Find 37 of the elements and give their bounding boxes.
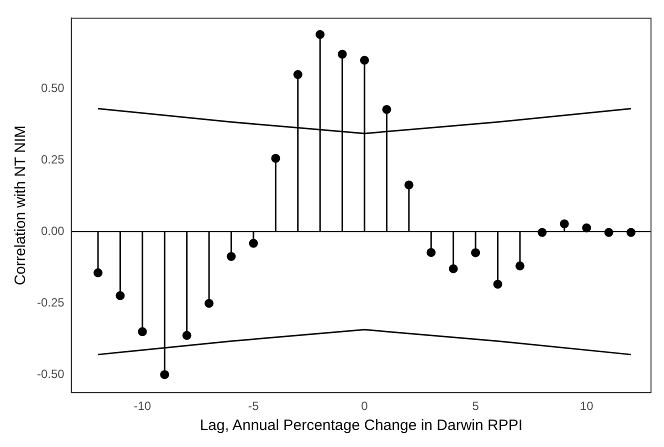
point <box>360 56 370 65</box>
point <box>248 238 258 248</box>
y-tick-label: 0.00 <box>40 224 65 238</box>
point <box>204 298 214 308</box>
x-tick-label: 0 <box>361 399 368 414</box>
y-tick-label: -0.50 <box>36 366 65 381</box>
point <box>448 264 458 274</box>
point <box>426 248 436 257</box>
point <box>226 252 236 261</box>
point <box>116 291 125 300</box>
y-tick-label: 0.25 <box>40 152 65 166</box>
x-tick-label: 10 <box>580 399 594 414</box>
point <box>604 228 614 237</box>
point <box>538 228 547 237</box>
point <box>138 327 147 336</box>
point <box>515 261 524 270</box>
point <box>382 104 392 114</box>
point <box>316 30 325 40</box>
point <box>338 50 347 59</box>
y-axis-title: Correlation with NT NIM <box>12 126 30 286</box>
point <box>404 180 414 190</box>
x-tick-label: 5 <box>472 399 480 414</box>
x-axis-title: Lag, Annual Percentage Change in Darwin RPPI <box>200 417 523 434</box>
y-tick-label: -0.25 <box>36 295 65 310</box>
y-tick-label: 0.50 <box>40 80 65 95</box>
point <box>160 370 170 380</box>
point <box>94 268 102 278</box>
point <box>182 330 192 340</box>
point <box>293 70 302 80</box>
point <box>471 248 480 258</box>
point <box>271 154 280 163</box>
x-tick-label: -10 <box>134 399 152 414</box>
x-tick-label: -5 <box>248 399 260 414</box>
point <box>493 280 502 289</box>
point <box>560 219 569 228</box>
point <box>582 223 592 232</box>
point <box>626 228 636 237</box>
